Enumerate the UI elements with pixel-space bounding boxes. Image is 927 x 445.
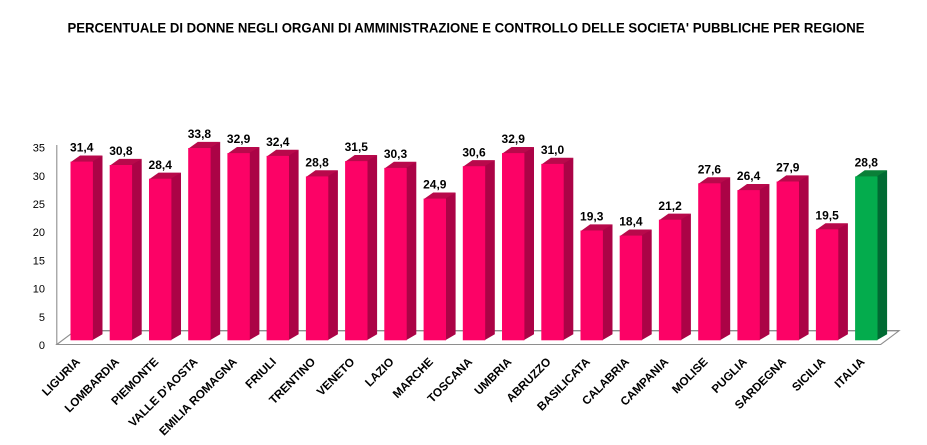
svg-text:28,8: 28,8 xyxy=(305,156,329,170)
svg-text:30,8: 30,8 xyxy=(109,144,133,158)
svg-text:28,4: 28,4 xyxy=(149,158,173,172)
svg-text:19,3: 19,3 xyxy=(580,210,604,224)
svg-text:27,6: 27,6 xyxy=(698,162,722,176)
svg-text:30: 30 xyxy=(33,171,45,183)
svg-text:31,0: 31,0 xyxy=(541,143,565,157)
svg-text:32,9: 32,9 xyxy=(227,132,251,146)
svg-text:24,9: 24,9 xyxy=(423,178,447,192)
svg-text:18,4: 18,4 xyxy=(619,215,643,229)
svg-text:32,4: 32,4 xyxy=(266,135,290,149)
svg-text:32,9: 32,9 xyxy=(502,132,526,146)
svg-text:15: 15 xyxy=(33,255,45,267)
svg-text:28,8: 28,8 xyxy=(855,156,879,170)
svg-text:5: 5 xyxy=(39,312,45,324)
svg-text:21,2: 21,2 xyxy=(658,199,682,213)
svg-text:30,3: 30,3 xyxy=(384,147,408,161)
svg-text:10: 10 xyxy=(33,284,45,296)
svg-text:0: 0 xyxy=(39,340,45,352)
svg-text:19,5: 19,5 xyxy=(815,208,839,222)
svg-text:33,8: 33,8 xyxy=(188,127,212,141)
svg-text:27,9: 27,9 xyxy=(776,161,800,175)
svg-text:26,4: 26,4 xyxy=(737,169,761,183)
svg-text:31,4: 31,4 xyxy=(70,141,94,155)
svg-text:35: 35 xyxy=(33,143,45,155)
svg-text:25: 25 xyxy=(33,199,45,211)
svg-text:PERCENTUALE DI DONNE NEGLI ORG: PERCENTUALE DI DONNE NEGLI ORGANI DI AMM… xyxy=(68,19,865,35)
svg-text:31,5: 31,5 xyxy=(345,140,369,154)
svg-text:30,6: 30,6 xyxy=(462,145,486,159)
svg-text:20: 20 xyxy=(33,227,45,239)
